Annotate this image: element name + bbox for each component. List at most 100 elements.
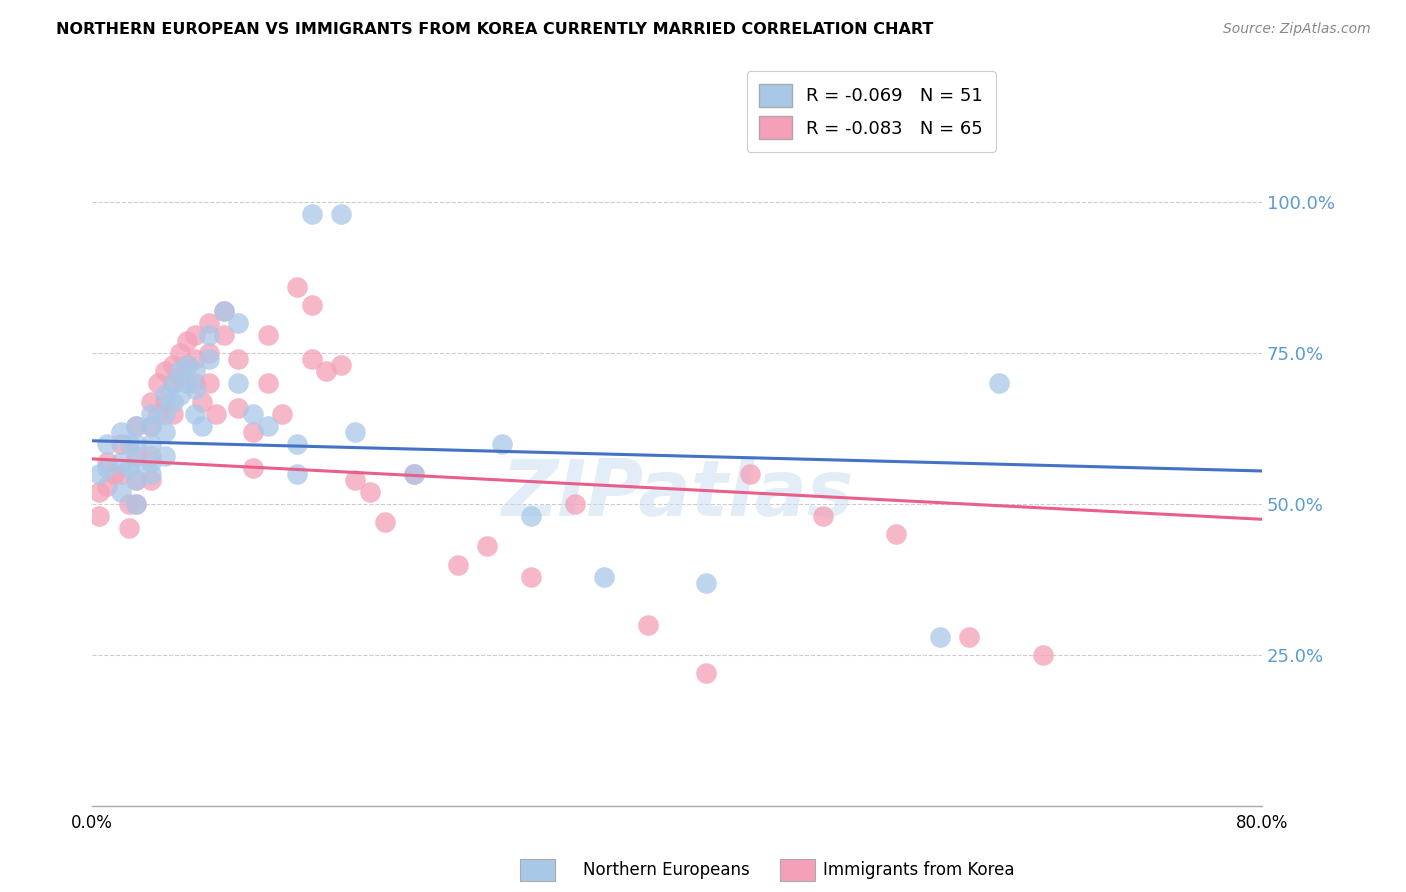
Point (183, 407, 205, 421)
Point (139, 394, 162, 409)
Legend: R = -0.069   N = 51, R = -0.083   N = 65: R = -0.069 N = 51, R = -0.083 N = 65 (747, 71, 995, 152)
Point (183, 376, 205, 391)
Point (228, 316, 250, 330)
Point (242, 461, 264, 475)
Point (125, 418, 148, 433)
Point (329, 359, 352, 373)
Point (183, 383, 205, 397)
Point (139, 407, 162, 421)
Text: NORTHERN EUROPEAN VS IMMIGRANTS FROM KOREA CURRENTLY MARRIED CORRELATION CHART: NORTHERN EUROPEAN VS IMMIGRANTS FROM KOR… (56, 22, 934, 37)
Point (176, 359, 198, 373)
Point (191, 418, 214, 433)
Point (191, 394, 214, 409)
Point (139, 418, 162, 433)
Point (176, 359, 198, 373)
Text: Source: ZipAtlas.com: Source: ZipAtlas.com (1223, 22, 1371, 37)
Point (146, 407, 169, 421)
Point (110, 485, 132, 500)
Point (125, 473, 148, 487)
Point (176, 376, 198, 391)
Point (637, 618, 659, 632)
Point (256, 328, 278, 343)
Point (285, 437, 308, 451)
Point (125, 437, 148, 451)
Point (475, 540, 498, 554)
Point (110, 437, 132, 451)
Point (447, 558, 470, 572)
Point (301, 298, 323, 312)
Point (89, 467, 111, 481)
Point (146, 376, 169, 391)
Point (118, 497, 141, 511)
Point (285, 280, 308, 294)
Text: ZIPatlas: ZIPatlas (501, 456, 853, 532)
Point (139, 467, 162, 481)
Point (155, 394, 177, 409)
Point (520, 569, 543, 583)
Point (155, 407, 177, 421)
Point (256, 376, 278, 391)
Point (929, 630, 952, 644)
Point (1032, 648, 1054, 662)
Point (183, 364, 205, 378)
Point (162, 376, 184, 391)
Point (139, 418, 162, 433)
Point (564, 497, 586, 511)
Point (118, 461, 141, 475)
Point (285, 467, 308, 481)
Point (183, 328, 205, 343)
Point (695, 575, 717, 590)
Point (593, 569, 616, 583)
Point (242, 425, 264, 439)
Point (198, 352, 221, 367)
Point (198, 376, 221, 391)
Point (89, 509, 111, 524)
Point (329, 207, 352, 221)
Point (96, 479, 118, 493)
Point (162, 376, 184, 391)
Point (886, 527, 908, 541)
Point (169, 370, 191, 384)
Point (103, 467, 125, 481)
Point (491, 437, 513, 451)
Point (125, 418, 148, 433)
Point (89, 485, 111, 500)
Point (118, 521, 141, 535)
Point (344, 473, 367, 487)
Point (359, 485, 381, 500)
Point (256, 418, 278, 433)
Point (139, 455, 162, 469)
Point (695, 666, 717, 681)
Point (301, 352, 323, 367)
Point (96, 455, 118, 469)
Point (155, 364, 177, 378)
Point (169, 364, 191, 378)
Point (155, 425, 177, 439)
Point (205, 407, 228, 421)
Point (162, 394, 184, 409)
Point (242, 407, 264, 421)
Point (198, 346, 221, 360)
Point (271, 407, 294, 421)
Point (125, 455, 148, 469)
Point (212, 328, 235, 343)
Point (110, 425, 132, 439)
Point (212, 304, 235, 318)
Point (520, 509, 543, 524)
Point (183, 352, 205, 367)
Point (96, 461, 118, 475)
Text: Immigrants from Korea: Immigrants from Korea (823, 861, 1014, 879)
Point (162, 407, 184, 421)
Point (212, 304, 235, 318)
Point (228, 401, 250, 415)
Point (987, 376, 1010, 391)
Point (125, 497, 148, 511)
Point (155, 449, 177, 463)
Point (228, 352, 250, 367)
Point (139, 437, 162, 451)
Point (176, 334, 198, 348)
Point (125, 449, 148, 463)
Point (139, 449, 162, 463)
Point (155, 388, 177, 402)
Point (125, 473, 148, 487)
